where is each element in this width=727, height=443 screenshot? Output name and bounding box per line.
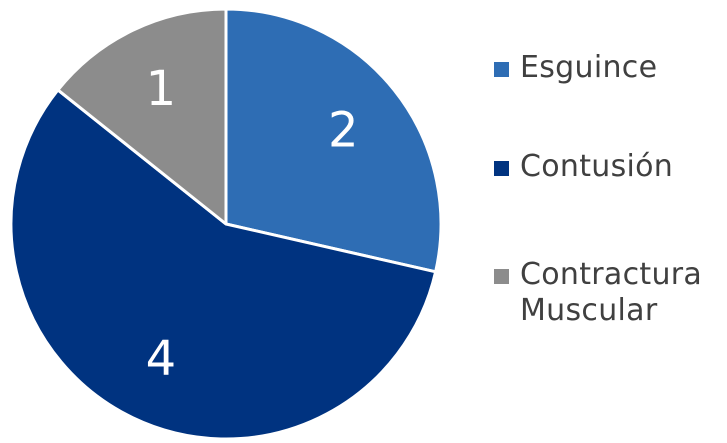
legend-label: Contusión xyxy=(520,149,674,184)
legend-item-2: Contusión xyxy=(494,149,673,185)
pie-slice-3 xyxy=(56,7,228,226)
data-label-2: 4 xyxy=(146,331,177,387)
legend-label: Esguince xyxy=(520,50,658,85)
legend-item-1: Esguince xyxy=(494,50,657,86)
legend-swatch xyxy=(494,269,509,284)
legend-swatch xyxy=(494,62,509,77)
legend-swatch xyxy=(494,161,509,176)
pie-slices xyxy=(9,7,443,441)
pie-slice-1 xyxy=(224,7,443,274)
legend-label: Contractura Muscular xyxy=(520,257,703,328)
data-label-3: 1 xyxy=(146,61,177,117)
pie-slice-2 xyxy=(9,88,438,441)
legend-item-3: Contractura Muscular xyxy=(494,257,702,329)
pie-data-labels: 2 4 1 xyxy=(146,61,359,387)
data-label-1: 2 xyxy=(328,102,359,158)
